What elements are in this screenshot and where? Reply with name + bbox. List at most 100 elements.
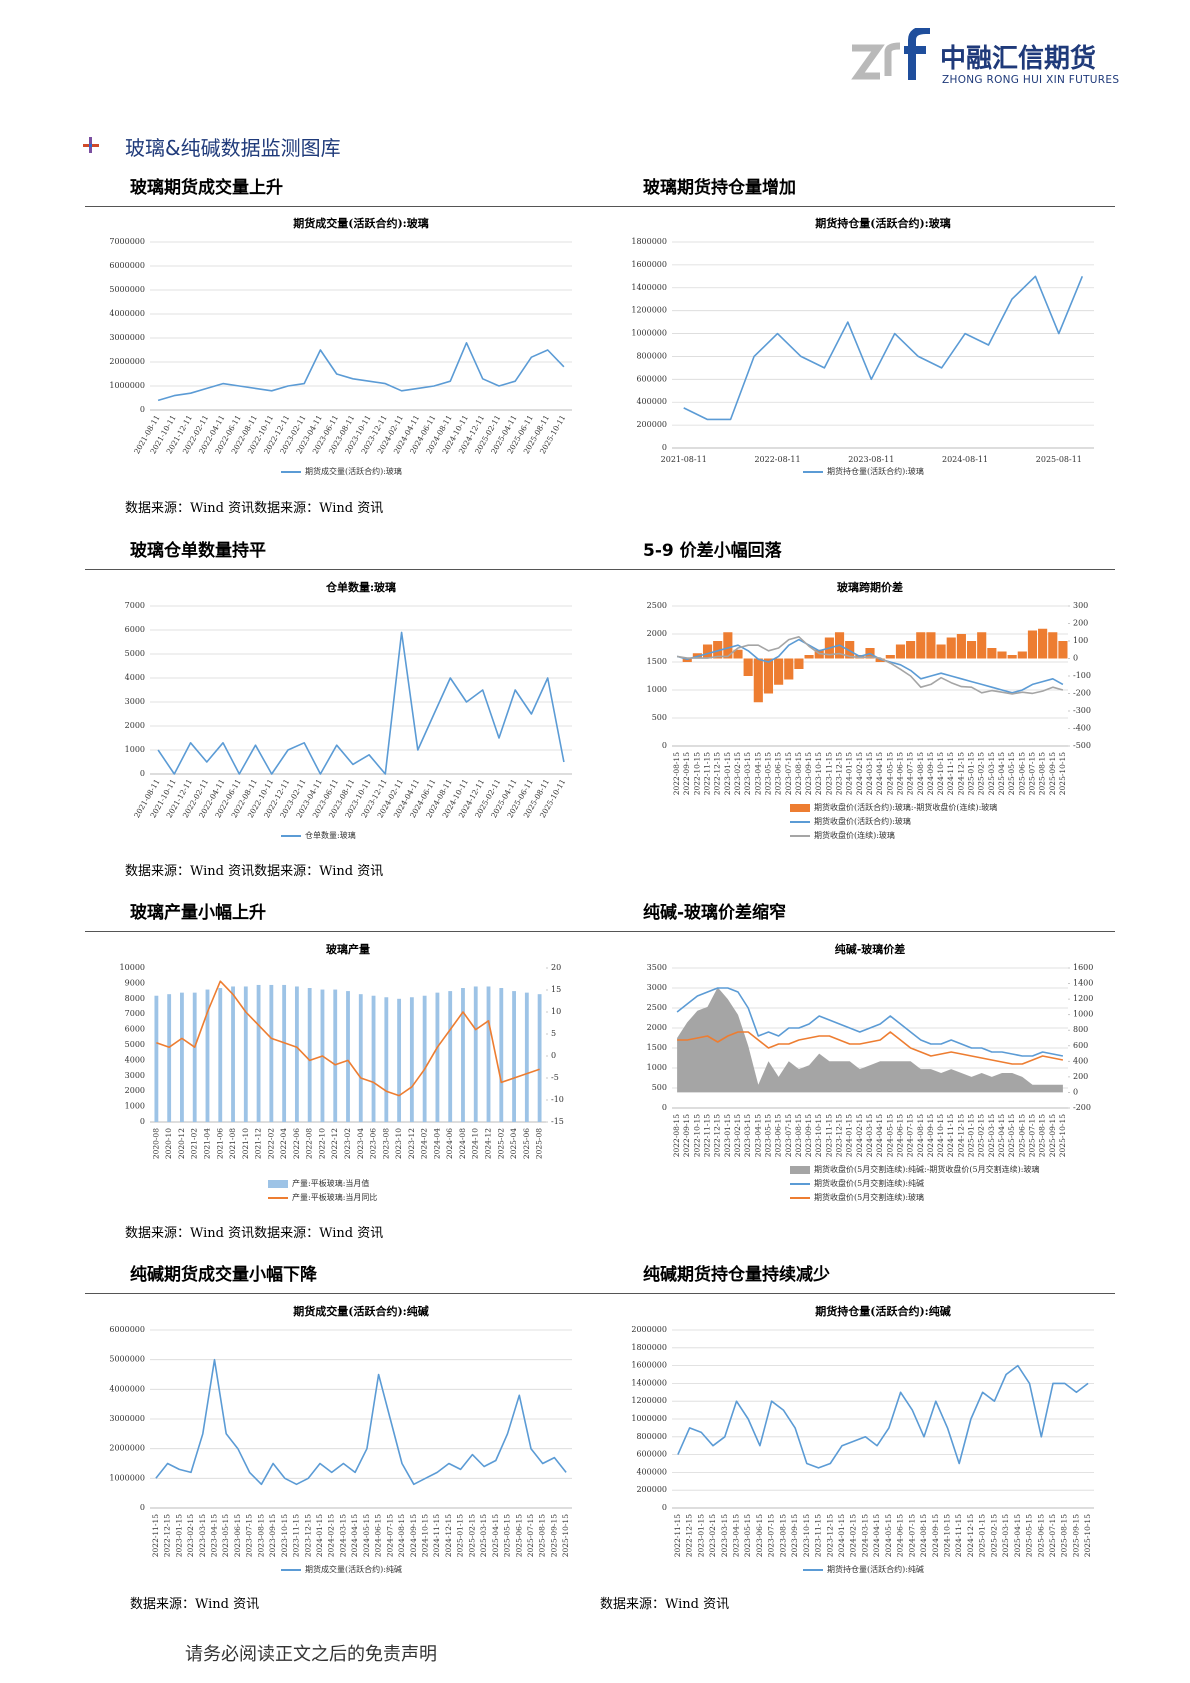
y-tick-label: 800000 [636, 1432, 667, 1441]
bar [1017, 651, 1027, 659]
x-tick-label: 2025-09-15 [1071, 1514, 1080, 1557]
x-tick-label: 2021-12 [254, 1128, 263, 1159]
bar [1038, 628, 1048, 659]
bar [906, 641, 916, 659]
x-tick-label: 2024-01-15 [315, 1514, 324, 1557]
x-tick-label: 2024-01-15 [837, 1514, 846, 1557]
x-tick-label: 2024-02-15 [855, 752, 864, 795]
y-tick-label: 6000 [125, 625, 145, 634]
bar [774, 658, 784, 685]
legend-label: 期货收盘价(活跃合约):玻璃 [814, 816, 911, 826]
chart-heading: 纯碱期货成交量小幅下降 [130, 1265, 317, 1285]
x-tick-label: 2021-04 [202, 1128, 211, 1159]
y2-tick-label: 10 [551, 1007, 561, 1016]
x-tick-label: 2025-02 [496, 1128, 505, 1159]
x-tick-label: 2022-10-15 [692, 752, 701, 795]
x-tick-label: 2023-08-15 [256, 1514, 265, 1557]
x-tick-label: 2022-08-15 [672, 1114, 681, 1157]
y-tick-label: 2000000 [109, 1444, 145, 1453]
x-tick-label: 2023-10-15 [802, 1514, 811, 1557]
x-tick-label: 2024-10-15 [936, 1114, 945, 1157]
x-tick-label: 2025-06-15 [514, 1514, 523, 1557]
x-tick-label: 2023-02 [343, 1128, 352, 1159]
x-tick-label: 2024-06 [445, 1128, 454, 1159]
x-tick-label: 2023-09-15 [804, 1114, 813, 1157]
line-series [676, 638, 1064, 694]
y2-tick-label: 400 [1073, 1056, 1088, 1065]
x-tick-label: 2024-07-15 [906, 1114, 915, 1157]
y2-tick-label: -300 [1073, 706, 1091, 715]
bar [977, 632, 987, 659]
x-tick-label: 2023-05-15 [763, 1114, 772, 1157]
y2-tick-label: 200 [1073, 619, 1088, 628]
bar [409, 997, 414, 1122]
source-note: 数据来源：Wind 资讯数据来源：Wind 资讯 [125, 501, 384, 516]
x-tick-label: 2023-05-15 [221, 1514, 230, 1557]
chart-title: 期货持仓量(活跃合约):玻璃 [815, 216, 950, 230]
bar [422, 995, 427, 1122]
x-tick-label: 2024-11-15 [954, 1514, 963, 1557]
bar [956, 634, 966, 659]
area-series [677, 987, 1063, 1093]
bar [205, 989, 210, 1122]
x-tick-label: 2023-10-15 [814, 752, 823, 795]
y2-tick-label: 15 [551, 985, 561, 994]
source-note: 数据来源：Wind 资讯数据来源：Wind 资讯 [125, 864, 384, 879]
y-tick-label: 500 [652, 1083, 667, 1092]
legend-label: 期货收盘价(5月交割连续):纯碱 [814, 1178, 924, 1188]
y-tick-label: 1000000 [109, 381, 145, 390]
bar [733, 649, 743, 659]
y-tick-label: 5000 [125, 649, 145, 658]
y-tick-label: 9000 [125, 978, 145, 987]
x-tick-label: 2024-11-15 [432, 1514, 441, 1557]
section-title: 玻璃&纯碱数据监测图库 [125, 136, 341, 160]
y-tick-label: 0 [662, 1103, 667, 1112]
x-tick-label: 2023-06-15 [774, 752, 783, 795]
x-tick-label: 2025-10-15 [1083, 1514, 1092, 1557]
x-tick-label: 2024-07-15 [385, 1514, 394, 1557]
heading-rule [85, 569, 1115, 570]
x-tick-label: 2023-06-15 [755, 1514, 764, 1557]
x-tick-label: 2024-06-15 [895, 1114, 904, 1157]
bar [885, 655, 895, 659]
y-tick-label: 2500 [647, 601, 667, 610]
y-tick-label: 3000 [125, 697, 145, 706]
x-tick-label: 2025-06-15 [1017, 752, 1026, 795]
x-tick-label: 2024-01-15 [845, 752, 854, 795]
y2-tick-label: -200 [1073, 1103, 1091, 1112]
y-tick-label: 6000000 [109, 261, 145, 270]
y2-tick-label: 800 [1073, 1025, 1088, 1034]
chart: 期货成交量(活跃合约):玻璃 0 1000000 2000000 3000000 4000… [109, 216, 572, 476]
bar [486, 986, 491, 1122]
x-tick-label: 2024-05-15 [362, 1514, 371, 1557]
chart: 期货成交量(活跃合约):纯碱 0 1000000 2000000 3000000 4000… [109, 1304, 572, 1574]
x-tick-label: 2024-05-15 [885, 1114, 894, 1157]
legend-label: 期货持仓量(活跃合约):玻璃 [827, 466, 924, 476]
x-tick-label: 2024-02-15 [855, 1114, 864, 1157]
x-tick-label: 2025-03-15 [1001, 1514, 1010, 1557]
bar [875, 658, 885, 662]
y-tick-label: 1600000 [631, 260, 667, 269]
x-tick-label: 2023-07-15 [767, 1514, 776, 1557]
legend-label: 期货收盘价(活跃合约):玻璃:-期货收盘价(连续):玻璃 [814, 802, 997, 812]
x-tick-label: 2024-03-15 [865, 1114, 874, 1157]
x-tick-label: 2022-02 [266, 1128, 275, 1159]
x-tick-label: 2025-05-15 [1025, 1514, 1034, 1557]
x-tick-label: 2025-04-15 [997, 1114, 1006, 1157]
x-tick-label: 2022-11-15 [703, 1114, 712, 1157]
legend-swatch [790, 1166, 810, 1174]
x-tick-label: 2025-10-15 [561, 1514, 570, 1557]
x-tick-label: 2023-10-15 [814, 1114, 823, 1157]
legend-label: 期货收盘价(连续):玻璃 [814, 830, 895, 840]
x-tick-label: 2024-08-11 [942, 455, 988, 464]
y-tick-label: 1800000 [631, 237, 667, 246]
bar [346, 991, 350, 1122]
x-tick-label: 2023-02-15 [733, 752, 742, 795]
x-tick-label: 2024-12 [484, 1128, 493, 1159]
bar [499, 988, 504, 1122]
y-tick-label: 0 [140, 1117, 145, 1126]
x-tick-label: 2025-03-15 [479, 1514, 488, 1557]
x-tick-label: 2024-10-15 [420, 1514, 429, 1557]
y-tick-label: 1200000 [631, 306, 667, 315]
x-tick-label: 2023-06-15 [233, 1514, 242, 1557]
